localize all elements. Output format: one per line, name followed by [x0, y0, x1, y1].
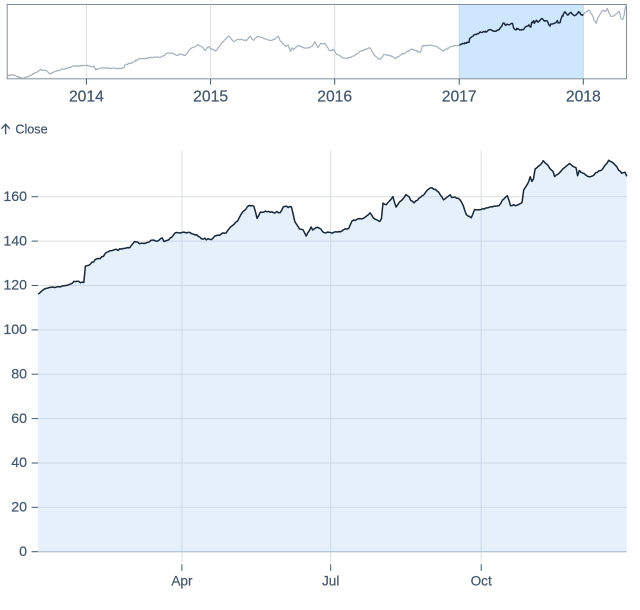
svg-text:2014: 2014 [69, 88, 104, 105]
svg-text:2018: 2018 [566, 88, 601, 105]
svg-text:80: 80 [11, 366, 27, 382]
svg-text:2016: 2016 [317, 88, 352, 105]
svg-text:0: 0 [19, 544, 27, 560]
svg-text:120: 120 [3, 278, 27, 294]
svg-text:2015: 2015 [193, 88, 228, 105]
svg-text:60: 60 [11, 411, 27, 427]
svg-text:100: 100 [3, 322, 27, 338]
svg-text:160: 160 [3, 189, 27, 205]
svg-text:2017: 2017 [442, 88, 477, 105]
svg-text:40: 40 [11, 455, 27, 471]
svg-text:Oct: Oct [471, 573, 492, 588]
svg-text:Jul: Jul [322, 573, 339, 588]
svg-text:Apr: Apr [171, 573, 193, 588]
svg-text:20: 20 [11, 500, 27, 516]
svg-text:140: 140 [3, 233, 27, 249]
svg-text:Close: Close [15, 122, 47, 136]
